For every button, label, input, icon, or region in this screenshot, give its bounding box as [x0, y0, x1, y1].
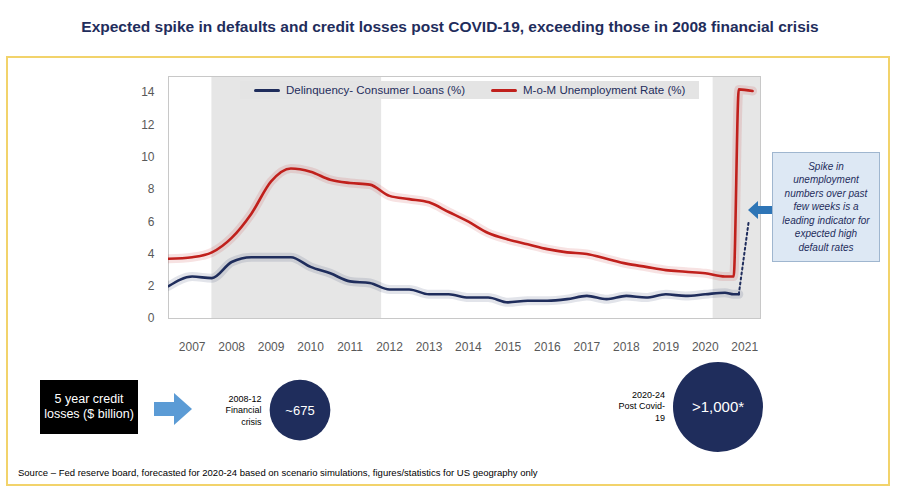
html-text:5 year credit losses ($ billio: 5 year credit losses ($ billion) — [44, 392, 134, 421]
svg-text:12: 12 — [141, 118, 155, 132]
svg-text:2016: 2016 — [534, 340, 561, 354]
svg-text:>1,000*: >1,000* — [692, 398, 744, 415]
svg-text:0: 0 — [148, 311, 155, 325]
html-text:2020-24 Post Covid-19: 2020-24 Post Covid-19 — [618, 390, 665, 423]
svg-text:2010: 2010 — [297, 340, 324, 354]
svg-text:2007: 2007 — [179, 340, 206, 354]
html-text:Spike in unemployment numbers: Spike in unemployment numbers over past … — [782, 160, 870, 253]
html-text:M-o-M Unemployment Rate (%): M-o-M Unemployment Rate (%) — [523, 84, 686, 96]
svg-text:6: 6 — [148, 215, 155, 229]
svg-text:10: 10 — [141, 150, 155, 164]
svg-text:2021: 2021 — [731, 340, 758, 354]
svg-text:4: 4 — [148, 247, 155, 261]
svg-text:2013: 2013 — [416, 340, 443, 354]
html-text:Source – Fed reserve board, fo: Source – Fed reserve board, forecasted f… — [18, 467, 538, 478]
svg-text:2: 2 — [148, 279, 155, 293]
svg-text:2012: 2012 — [376, 340, 403, 354]
svg-text:2009: 2009 — [258, 340, 285, 354]
svg-text:2019: 2019 — [652, 340, 679, 354]
svg-text:2020: 2020 — [692, 340, 719, 354]
html-text:Delinquency- Consumer Loans (%: Delinquency- Consumer Loans (%) — [286, 84, 465, 96]
svg-text:14: 14 — [141, 85, 155, 99]
svg-text:2018: 2018 — [613, 340, 640, 354]
svg-text:8: 8 — [148, 182, 155, 196]
svg-text:~675: ~675 — [285, 403, 314, 418]
html-text:Expected spike in defaults and: Expected spike in defaults and credit lo… — [81, 18, 819, 35]
svg-text:2017: 2017 — [573, 340, 600, 354]
svg-text:2015: 2015 — [495, 340, 522, 354]
html-text:2008-12 Financial crisis: 2008-12 Financial crisis — [225, 394, 262, 427]
svg-text:2011: 2011 — [337, 340, 363, 354]
svg-text:2014: 2014 — [455, 340, 482, 354]
svg-text:2008: 2008 — [218, 340, 245, 354]
